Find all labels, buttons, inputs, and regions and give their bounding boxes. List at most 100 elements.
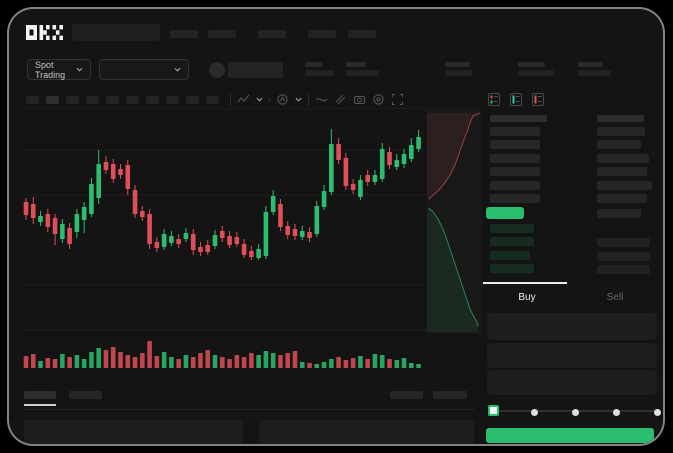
- chart-type-chevron-icon[interactable]: [256, 96, 263, 103]
- candle-body: [23, 202, 29, 215]
- order-book-row-bar[interactable]: [597, 180, 652, 190]
- header-search-placeholder[interactable]: [72, 24, 160, 41]
- candlestick-chart[interactable]: [22, 110, 482, 370]
- camera-icon[interactable]: [353, 93, 366, 106]
- indicators-chevron-icon[interactable]: [295, 96, 302, 103]
- candle-body: [89, 184, 94, 214]
- volume-bar: [38, 361, 43, 368]
- order-book-row-bar[interactable]: [490, 224, 534, 233]
- nav-item-placeholder-5[interactable]: [348, 30, 376, 38]
- timeframe-slot-placeholder[interactable]: [26, 95, 39, 104]
- pair-dropdown[interactable]: [99, 59, 189, 80]
- chart-type-icon[interactable]: [237, 93, 250, 106]
- candle-body: [190, 234, 196, 250]
- indicators-icon[interactable]: [276, 93, 289, 106]
- volume-bar: [96, 348, 101, 368]
- price-input-placeholder[interactable]: [487, 313, 657, 340]
- volume-bar: [125, 355, 131, 368]
- nav-item-placeholder-1[interactable]: [170, 30, 198, 38]
- order-book-row-bar[interactable]: [490, 237, 534, 247]
- bottom-action-placeholder-1[interactable]: [390, 391, 423, 399]
- candle-body: [372, 175, 378, 182]
- volume-bar: [372, 354, 378, 368]
- candle-body: [329, 144, 334, 192]
- volume-bar: [118, 352, 123, 368]
- market-type-dropdown[interactable]: Spot Trading: [27, 59, 91, 80]
- candle-body: [416, 137, 421, 149]
- order-book-row-bar[interactable]: [597, 127, 645, 136]
- order-book-row-bar[interactable]: [490, 153, 540, 163]
- candle-body: [74, 214, 80, 232]
- amount-input-placeholder[interactable]: [487, 343, 657, 368]
- order-book-row-bar[interactable]: [597, 251, 650, 261]
- volume-bar: [205, 350, 211, 368]
- slider-step-dot[interactable]: [572, 409, 579, 416]
- volume-bar: [234, 355, 240, 368]
- book-combined-icon[interactable]: [488, 93, 500, 106]
- slider-handle[interactable]: [488, 405, 499, 416]
- book-bids-icon[interactable]: [510, 93, 522, 106]
- candle-body: [321, 191, 327, 207]
- bottom-action-placeholder-2[interactable]: [433, 391, 467, 399]
- amount-slider[interactable]: [486, 404, 663, 418]
- order-book-row-bar[interactable]: [490, 250, 530, 260]
- total-input-placeholder[interactable]: [487, 370, 657, 395]
- buy-button[interactable]: [486, 428, 654, 443]
- nav-item-placeholder-4[interactable]: [308, 30, 336, 38]
- last-price-badge[interactable]: [486, 207, 524, 219]
- candle-body: [183, 233, 189, 239]
- bottom-tab-placeholder-1[interactable]: [24, 391, 56, 399]
- bottom-tab-placeholder-2[interactable]: [69, 391, 102, 399]
- timeframe-slot-placeholder[interactable]: [206, 95, 219, 104]
- timeframe-slot-placeholder[interactable]: [86, 95, 99, 104]
- chart-settings-icon[interactable]: [372, 93, 385, 106]
- candle-body: [379, 149, 385, 179]
- slider-step-dot[interactable]: [531, 409, 538, 416]
- tab-sell[interactable]: Sell: [606, 291, 624, 303]
- order-book-row-bar[interactable]: [490, 127, 540, 136]
- tab-buy[interactable]: Buy: [518, 291, 536, 303]
- candle-body: [409, 145, 414, 159]
- ticker-stat-placeholder: [445, 62, 472, 76]
- order-book-row-bar[interactable]: [597, 140, 641, 150]
- order-book-row-bar[interactable]: [490, 264, 534, 274]
- timeframe-slot-placeholder[interactable]: [146, 95, 159, 104]
- timeframe-bar: [26, 93, 219, 106]
- volume-bar: [285, 353, 291, 368]
- volume-bar: [219, 357, 225, 368]
- timeframe-slot-placeholder[interactable]: [186, 95, 199, 104]
- candle-body: [314, 206, 320, 234]
- order-book-row-bar[interactable]: [490, 194, 540, 203]
- volume-bar: [227, 359, 232, 368]
- order-book-row-bar[interactable]: [597, 209, 641, 218]
- timeframe-slot-placeholder[interactable]: [66, 95, 79, 104]
- order-book-row-bar[interactable]: [597, 194, 647, 203]
- slider-step-dot[interactable]: [654, 409, 661, 416]
- timeframe-slot-placeholder[interactable]: [106, 95, 119, 104]
- line-tool-icon[interactable]: [315, 93, 328, 106]
- timeframe-slot-placeholder[interactable]: [166, 95, 179, 104]
- okx-logo[interactable]: [26, 25, 64, 40]
- order-book-row-bar[interactable]: [597, 153, 649, 163]
- volume-bar: [23, 356, 29, 368]
- nav-item-placeholder-2[interactable]: [208, 30, 236, 38]
- fullscreen-icon[interactable]: [391, 93, 404, 106]
- book-asks-icon[interactable]: [532, 93, 544, 106]
- timeframe-slot-placeholder[interactable]: [46, 95, 59, 104]
- draw-tool-icon[interactable]: [334, 93, 347, 106]
- order-book-row-bar[interactable]: [490, 140, 540, 150]
- candle-body: [205, 245, 211, 252]
- depth-asks-line: [428, 112, 481, 200]
- slider-step-dot[interactable]: [613, 409, 620, 416]
- timeframe-slot-placeholder[interactable]: [126, 95, 139, 104]
- order-book-row-bar[interactable]: [597, 167, 647, 177]
- volume-bar: [30, 354, 36, 368]
- order-book-row-bar[interactable]: [597, 238, 650, 248]
- candle-body: [30, 204, 36, 218]
- order-book-row-bar[interactable]: [597, 265, 650, 275]
- order-book-row-bar[interactable]: [490, 167, 540, 177]
- order-book-header-placeholder: [490, 115, 547, 122]
- order-book-row-bar[interactable]: [490, 180, 540, 190]
- nav-item-placeholder-3[interactable]: [258, 30, 286, 38]
- volume-bar: [379, 355, 385, 368]
